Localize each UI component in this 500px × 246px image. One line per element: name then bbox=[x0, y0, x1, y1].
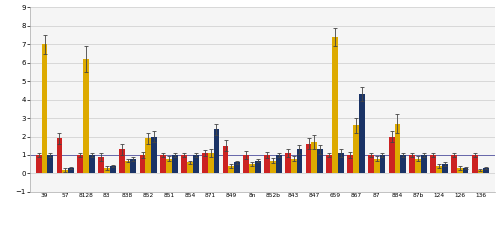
Bar bbox=[430, 155, 436, 173]
Bar bbox=[276, 155, 281, 173]
Bar bbox=[48, 155, 53, 173]
Bar bbox=[326, 155, 332, 173]
Bar bbox=[62, 170, 68, 173]
Bar bbox=[457, 168, 462, 173]
Bar bbox=[285, 153, 290, 173]
Bar bbox=[130, 159, 136, 173]
Bar bbox=[394, 123, 400, 173]
Bar bbox=[312, 142, 318, 173]
Bar bbox=[140, 155, 145, 173]
Bar bbox=[353, 125, 359, 173]
Bar bbox=[462, 168, 468, 173]
Bar bbox=[255, 161, 261, 173]
Bar bbox=[208, 153, 214, 173]
Bar bbox=[146, 138, 151, 173]
Bar bbox=[214, 129, 220, 173]
Bar bbox=[119, 149, 124, 173]
Bar bbox=[416, 159, 421, 173]
Bar bbox=[410, 155, 416, 173]
Bar bbox=[83, 59, 89, 173]
Bar bbox=[56, 138, 62, 173]
Bar bbox=[436, 166, 442, 173]
Bar bbox=[249, 164, 255, 173]
Bar bbox=[451, 155, 457, 173]
Bar bbox=[368, 155, 374, 173]
Bar bbox=[388, 137, 394, 173]
Bar bbox=[442, 164, 448, 173]
Bar bbox=[374, 159, 380, 173]
Bar bbox=[160, 155, 166, 173]
Bar bbox=[318, 149, 323, 173]
Bar bbox=[338, 153, 344, 173]
Bar bbox=[234, 162, 240, 173]
Bar bbox=[421, 155, 427, 173]
Bar bbox=[478, 170, 484, 173]
Bar bbox=[42, 44, 48, 173]
Bar bbox=[104, 168, 110, 173]
Bar bbox=[332, 37, 338, 173]
Bar bbox=[228, 166, 234, 173]
Bar bbox=[484, 168, 489, 173]
Bar bbox=[222, 146, 228, 173]
Bar bbox=[347, 155, 353, 173]
Bar bbox=[193, 155, 198, 173]
Bar bbox=[264, 155, 270, 173]
Bar bbox=[78, 155, 83, 173]
Bar bbox=[306, 144, 312, 173]
Bar bbox=[151, 137, 157, 173]
Bar bbox=[270, 161, 276, 173]
Bar bbox=[187, 162, 193, 173]
Bar bbox=[296, 149, 302, 173]
Bar bbox=[68, 168, 74, 173]
Bar bbox=[110, 166, 116, 173]
Bar bbox=[244, 155, 249, 173]
Bar bbox=[290, 159, 296, 173]
Bar bbox=[359, 94, 364, 173]
Bar bbox=[98, 157, 104, 173]
Bar bbox=[124, 161, 130, 173]
Bar bbox=[380, 155, 386, 173]
Bar bbox=[472, 155, 478, 173]
Bar bbox=[181, 155, 187, 173]
Bar bbox=[172, 155, 178, 173]
Bar bbox=[89, 155, 95, 173]
Bar bbox=[166, 159, 172, 173]
Bar bbox=[36, 155, 42, 173]
Bar bbox=[400, 155, 406, 173]
Bar bbox=[202, 153, 207, 173]
